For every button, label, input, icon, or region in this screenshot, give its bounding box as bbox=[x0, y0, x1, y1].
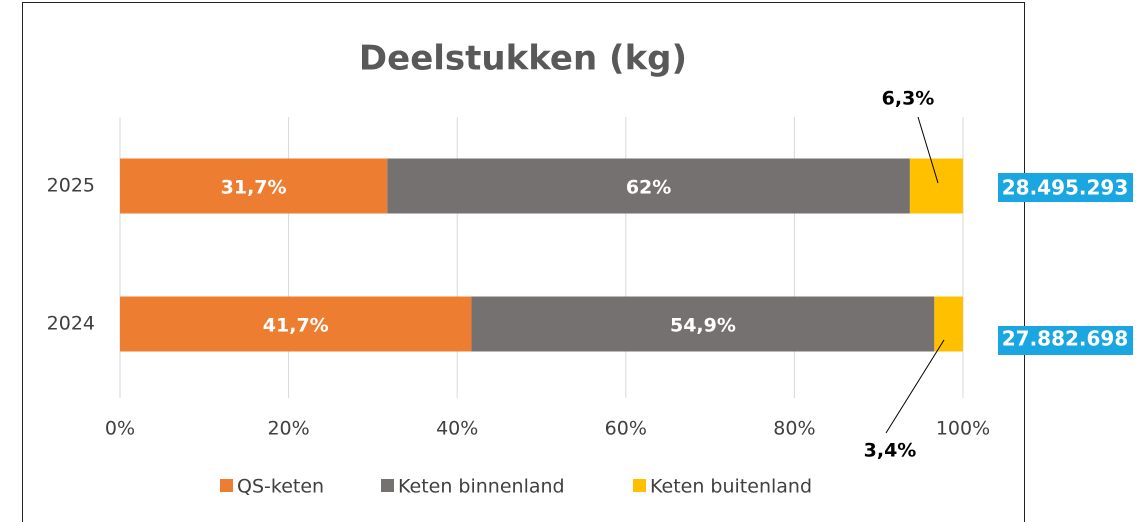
data-label: 3,4% bbox=[864, 440, 917, 462]
legend-label: Keten buitenland bbox=[650, 476, 812, 498]
chart-border bbox=[22, 2, 1025, 522]
x-tick-label: 40% bbox=[436, 418, 478, 440]
x-tick-label: 80% bbox=[773, 418, 815, 440]
y-tick-label: 2024 bbox=[47, 313, 95, 335]
bar-segment bbox=[387, 158, 910, 214]
total-label-bg bbox=[998, 326, 1133, 355]
data-label: 41,7% bbox=[263, 315, 329, 337]
chart-title: Deelstukken (kg) bbox=[359, 39, 687, 79]
legend-swatch bbox=[633, 479, 646, 492]
legend-label: QS-keten bbox=[237, 476, 324, 498]
data-label: 31,7% bbox=[221, 177, 287, 199]
data-label: 62% bbox=[626, 177, 671, 199]
x-tick-label: 100% bbox=[936, 418, 990, 440]
total-label: 27.882.698 bbox=[1002, 327, 1129, 351]
total-label-bg bbox=[998, 173, 1133, 202]
y-tick-label: 2025 bbox=[47, 175, 95, 197]
leader-line bbox=[917, 116, 939, 184]
bar-segment bbox=[120, 296, 472, 352]
data-label: 6,3% bbox=[882, 88, 935, 110]
leader-line bbox=[885, 339, 945, 434]
legend-swatch bbox=[381, 479, 394, 492]
x-tick-label: 20% bbox=[267, 418, 309, 440]
bar-segment bbox=[934, 296, 963, 352]
legend-label: Keten binnenland bbox=[398, 476, 565, 498]
total-label: 28.495.293 bbox=[1002, 176, 1129, 200]
data-label: 54,9% bbox=[670, 315, 736, 337]
bar-segment bbox=[471, 296, 935, 352]
bar-segment bbox=[909, 158, 963, 214]
bar-segment bbox=[120, 158, 388, 214]
x-tick-label: 60% bbox=[605, 418, 647, 440]
legend-swatch bbox=[220, 479, 233, 492]
x-tick-label: 0% bbox=[105, 418, 135, 440]
